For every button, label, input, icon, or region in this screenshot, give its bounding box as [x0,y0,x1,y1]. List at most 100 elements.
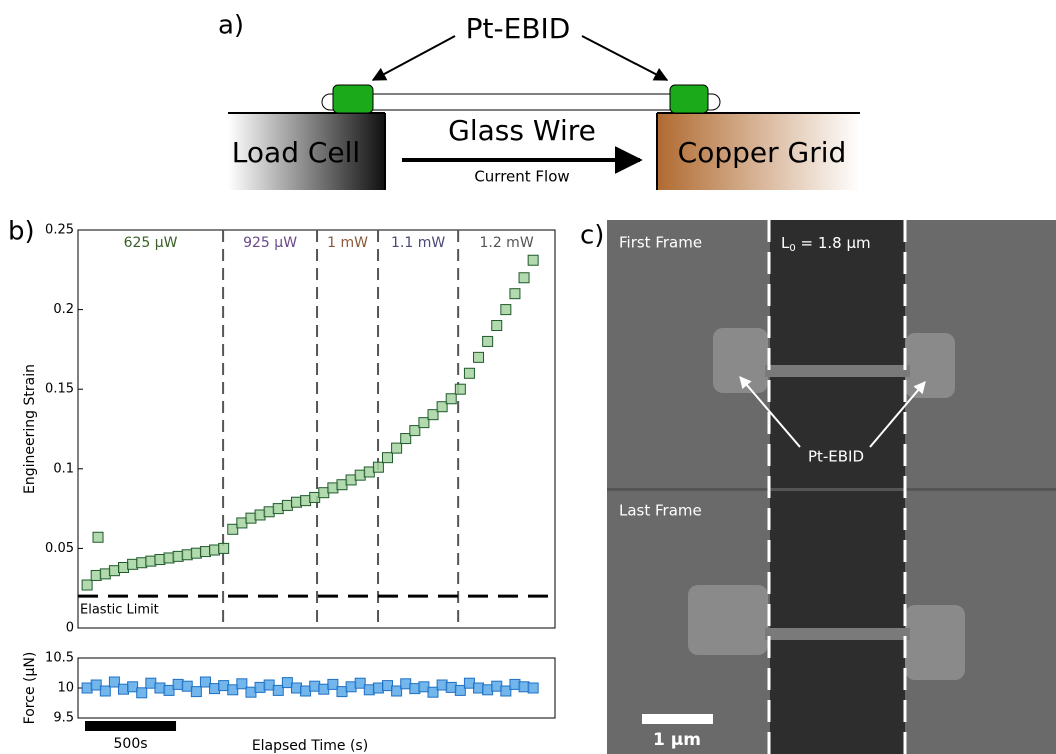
marker [409,683,421,695]
marker [218,680,230,692]
region-label: 1.2 mW [479,235,533,251]
length-label: L0 = 1.8 μm [781,234,871,255]
y-tick-label: 0.15 [45,382,74,397]
marker [172,550,184,562]
marker [318,683,330,695]
marker [354,677,366,689]
marker [345,681,357,693]
pad [669,84,709,114]
marker [400,678,412,690]
marker [209,683,221,695]
marker [145,555,157,567]
marker [154,682,166,694]
marker [281,677,293,689]
marker [327,482,339,494]
load-cell-block [228,113,385,190]
marker [263,506,275,518]
region-label: 1.1 mW [391,235,445,251]
marker [163,684,175,696]
marker [482,335,494,347]
marker [473,351,485,363]
marker [99,685,111,697]
y-axis-label: Force (μN) [22,652,38,725]
marker [336,686,348,698]
marker [127,558,139,570]
frame-label: Last Frame [619,502,702,520]
marker [363,684,375,696]
marker [163,552,175,564]
marker [518,272,530,284]
marker [236,678,248,690]
marker [263,679,275,691]
glass-wire [321,93,721,111]
marker [118,683,130,695]
panel-a: a) Pt-EBID Glass Wire Load Cell Copper G… [218,11,860,190]
marker [227,684,239,696]
panel-label: b) [8,217,35,247]
marker [491,680,503,692]
marker [236,517,248,529]
y-axis-label: Engineering Strain [22,364,38,494]
marker [309,491,321,503]
marker [500,304,512,316]
arrow [581,35,669,81]
marker [290,682,302,694]
marker [318,487,330,499]
marker [436,401,448,413]
marker [127,681,139,693]
marker [272,503,284,515]
marker [300,685,312,697]
marker [227,523,239,535]
scale-bar [642,714,713,724]
marker [400,433,412,445]
marker [272,684,284,696]
symbol: L [781,234,790,252]
arrow [371,35,456,81]
copper-grid-block [657,113,860,190]
marker [345,474,357,486]
marker [436,679,448,691]
marker [245,512,257,524]
marker [90,569,102,581]
gap [770,220,905,754]
marker [108,565,120,577]
panel-b: 0 0.05 0.1 0.15 0.2 0.25 Engineering Strain b) 6… [8,217,556,754]
marker [491,320,503,332]
arrow [869,381,926,448]
marker [509,288,521,300]
marker [463,367,475,379]
marker [90,679,102,691]
marker [136,687,148,699]
y-tick-label: 0 [66,621,74,636]
marker [309,680,321,692]
marker [509,678,521,690]
marker [327,678,339,690]
frame-divider [607,488,1056,491]
pad [905,605,965,680]
marker [118,562,130,574]
marker [391,685,403,697]
marker [99,568,111,580]
marker [454,684,466,696]
marker [445,681,457,693]
marker [145,677,157,689]
time-scale-bar [85,721,177,731]
wire [765,365,910,377]
elastic-limit-label: Elastic Limit [80,603,159,618]
x-axis-label: Elapsed Time (s) [252,738,368,754]
marker [254,509,266,521]
marker [154,554,166,566]
arrow [739,376,801,448]
marker [372,461,384,473]
marker [372,682,384,694]
marker [518,681,530,693]
marker [409,425,421,437]
y-tick-label: 10.5 [45,651,74,666]
rest: = 1.8 μm [796,234,871,252]
marker [482,684,494,696]
marker [336,479,348,491]
marker [281,499,293,511]
marker [354,469,366,481]
marker [418,681,430,693]
